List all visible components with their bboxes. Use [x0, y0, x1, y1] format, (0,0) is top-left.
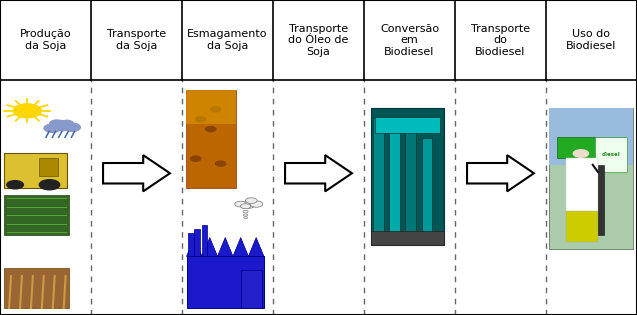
Circle shape [211, 107, 221, 112]
Circle shape [244, 217, 248, 219]
Circle shape [206, 127, 216, 132]
Polygon shape [248, 238, 264, 256]
Circle shape [39, 180, 60, 190]
Circle shape [61, 120, 73, 127]
Text: Transporte
do
Biodiesel: Transporte do Biodiesel [471, 24, 530, 57]
Bar [557, 137, 625, 158]
Bar [389, 125, 401, 234]
Polygon shape [217, 238, 233, 256]
Bar [548, 108, 633, 249]
Bar [375, 117, 440, 133]
Bar [595, 137, 627, 172]
Circle shape [241, 204, 251, 209]
Circle shape [243, 210, 248, 213]
Text: Produção
da Soja: Produção da Soja [20, 29, 71, 51]
Bar [422, 138, 433, 234]
Bar [187, 256, 264, 308]
Bar [548, 108, 633, 165]
Text: Esmagamento
da Soja: Esmagamento da Soja [187, 29, 268, 51]
Bar [566, 211, 598, 242]
Circle shape [246, 198, 257, 203]
Circle shape [7, 181, 24, 189]
Bar [4, 268, 69, 308]
Circle shape [44, 124, 61, 132]
Circle shape [64, 123, 80, 131]
Bar [185, 90, 236, 124]
Bar [4, 195, 69, 235]
Circle shape [240, 201, 255, 209]
Bar [371, 108, 444, 244]
Circle shape [215, 161, 225, 166]
Bar [4, 153, 68, 188]
Bar [566, 158, 598, 214]
Bar [202, 225, 208, 256]
Circle shape [196, 117, 206, 122]
Polygon shape [467, 155, 534, 191]
Circle shape [50, 120, 64, 127]
Circle shape [52, 121, 72, 131]
Polygon shape [285, 155, 352, 191]
Bar [185, 90, 236, 188]
Bar [188, 233, 194, 256]
Bar [371, 231, 444, 244]
Polygon shape [103, 155, 170, 191]
Bar [241, 270, 262, 308]
Circle shape [573, 150, 589, 157]
Text: Conversão
em
Biodiesel: Conversão em Biodiesel [380, 24, 439, 57]
Polygon shape [202, 238, 217, 256]
Text: Transporte
do Óleo de
Soja: Transporte do Óleo de Soja [289, 24, 348, 57]
Text: Transporte
da Soja: Transporte da Soja [107, 29, 166, 51]
Circle shape [13, 104, 41, 118]
Polygon shape [233, 238, 248, 256]
Bar [39, 158, 58, 176]
Bar [373, 118, 384, 234]
Circle shape [235, 201, 247, 207]
Polygon shape [187, 238, 202, 256]
Circle shape [243, 214, 248, 216]
Text: Uso do
Biodiesel: Uso do Biodiesel [566, 29, 617, 51]
Bar [406, 132, 417, 234]
Text: diesel: diesel [602, 152, 620, 158]
Bar [194, 229, 199, 256]
Circle shape [190, 156, 201, 161]
Bar [598, 165, 604, 235]
Circle shape [250, 201, 263, 207]
